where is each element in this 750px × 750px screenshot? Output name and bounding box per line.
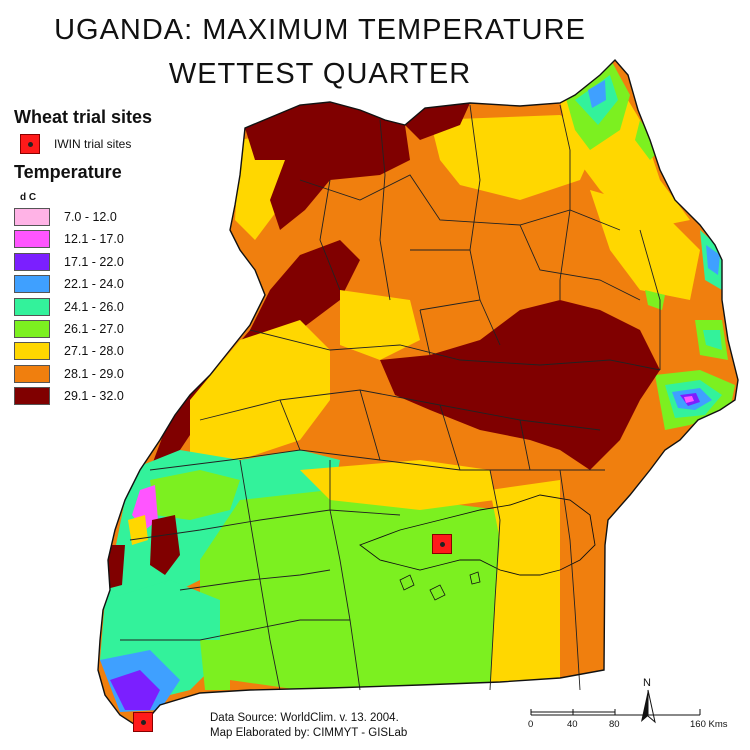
north-arrow xyxy=(641,689,656,724)
scale-tick-40: 40 xyxy=(567,719,578,730)
legend-class-label: 12.1 - 17.0 xyxy=(64,232,124,247)
legend-class-swatch xyxy=(14,252,50,271)
district-boundaries xyxy=(120,104,661,691)
scale-tick-160: 160 Kms xyxy=(690,719,728,730)
legend-class-label: 29.1 - 32.0 xyxy=(64,389,124,404)
legend-site-marker xyxy=(20,134,40,154)
legend-class-label: 17.1 - 22.0 xyxy=(64,254,124,269)
legend-class-swatch xyxy=(14,275,50,294)
scale-tick-0: 0 xyxy=(528,719,534,730)
map-title-line-1: UGANDA: MAXIMUM TEMPERATURE xyxy=(54,14,586,46)
legend-class-label: 7.0 - 12.0 xyxy=(64,210,117,224)
scale-bar xyxy=(530,709,701,716)
map-title-line-2: WETTEST QUARTER xyxy=(168,58,472,90)
legend-class-swatch xyxy=(14,387,50,406)
legend-class-swatch xyxy=(14,208,50,226)
legend-class-swatch xyxy=(14,320,50,338)
legend-class-label: 27.1 - 28.0 xyxy=(64,344,124,359)
trial-site-marker-southwest xyxy=(133,712,153,732)
lake-victoria-shoreline xyxy=(359,494,596,576)
legend-class-swatch xyxy=(14,364,50,383)
scale-tick-80: 80 xyxy=(609,719,620,730)
legend-class-swatch xyxy=(14,297,50,316)
legend-unit: d C xyxy=(20,192,37,203)
legend-class-label: 22.1 - 24.0 xyxy=(64,277,124,292)
legend-class-label: 24.1 - 26.0 xyxy=(64,299,124,314)
legend-site-label: IWIN trial sites xyxy=(54,137,132,151)
lake-islands xyxy=(399,571,481,601)
map-credit-note: Map Elaborated by: CIMMYT - GISLab xyxy=(210,727,408,739)
legend-class-label: 26.1 - 27.0 xyxy=(64,322,124,336)
legend-temperature-heading: Temperature xyxy=(14,162,122,182)
trial-site-marker-central xyxy=(432,534,452,554)
legend-class-swatch xyxy=(14,230,50,249)
north-label: N xyxy=(643,677,651,689)
legend-class-swatch xyxy=(14,342,50,361)
data-source-note: Data Source: WorldClim. v. 13. 2004. xyxy=(210,712,399,724)
legend-class-label: 28.1 - 29.0 xyxy=(64,366,124,381)
legend-sites-heading: Wheat trial sites xyxy=(14,107,153,127)
